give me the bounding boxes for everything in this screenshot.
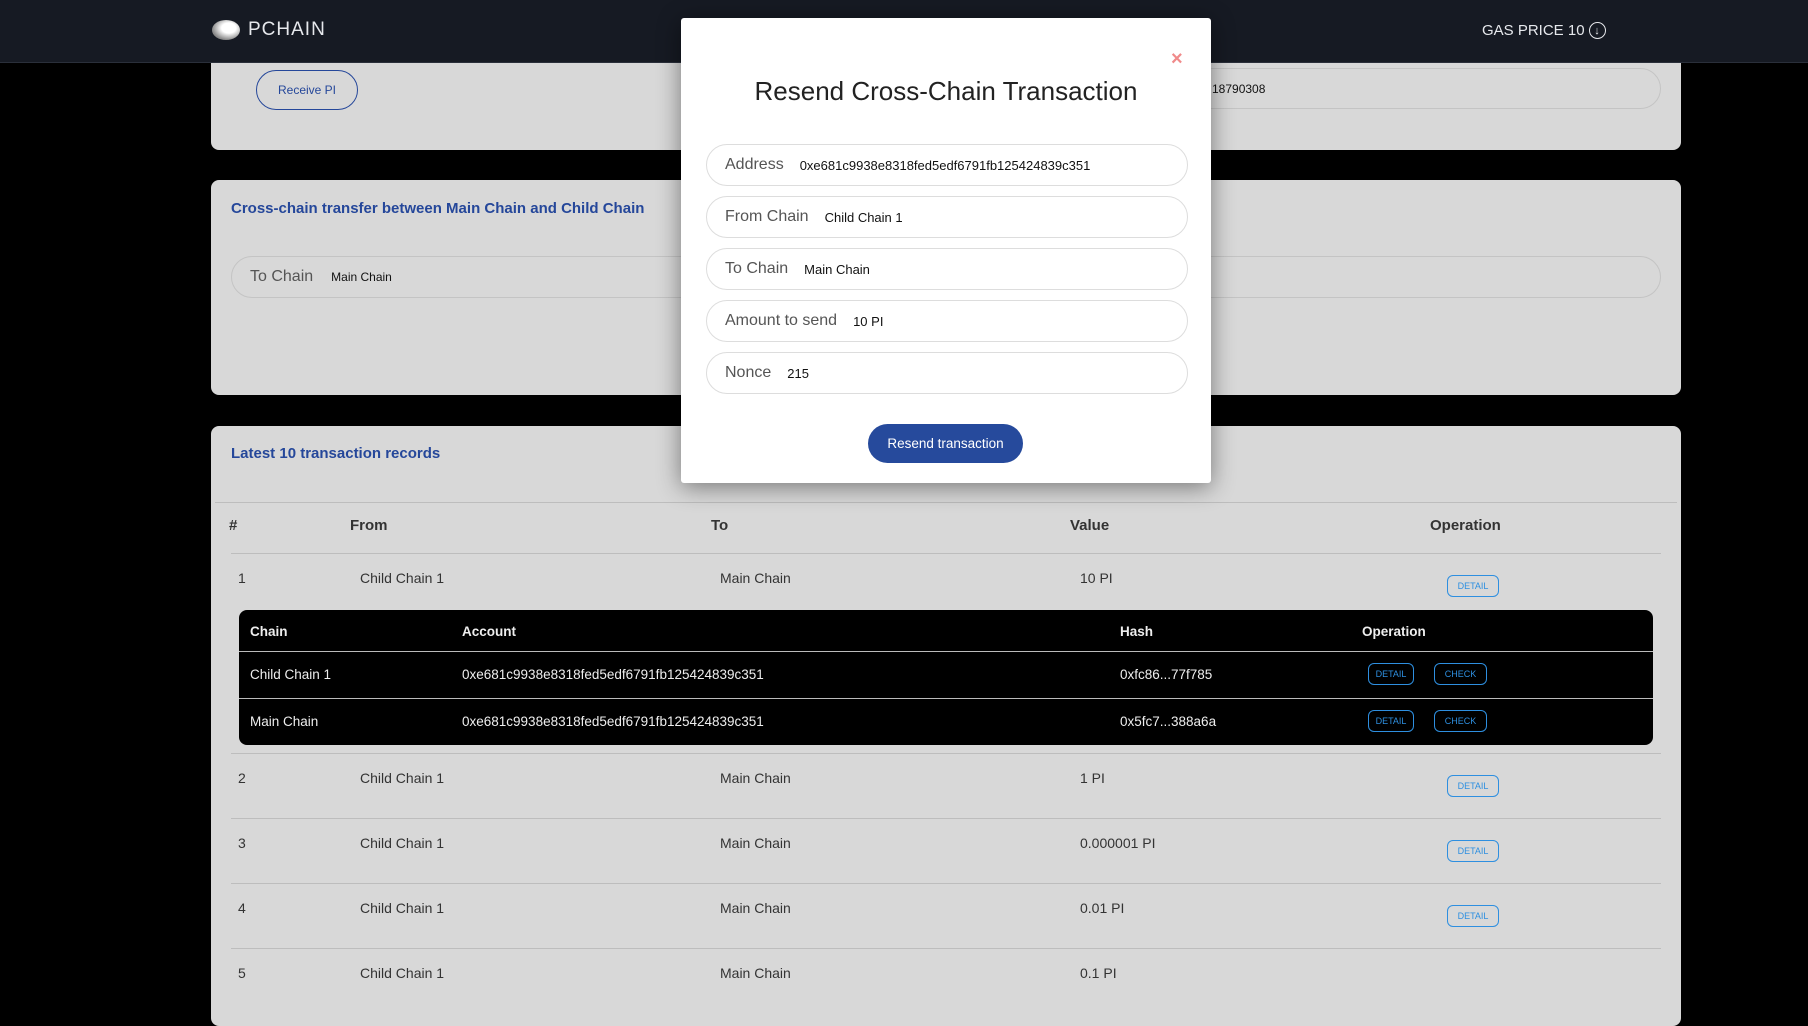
field-label: Address (725, 156, 784, 173)
records-card: Latest 10 transaction records # From To … (211, 426, 1681, 1026)
detail-subtable: Chain Account Hash Operation Child Chain… (239, 610, 1653, 745)
divider (231, 948, 1661, 949)
row-number: 2 (238, 770, 246, 786)
col-number: # (229, 517, 238, 534)
field-label: From Chain (725, 208, 809, 225)
nonce-field[interactable]: Nonce 215 (706, 352, 1188, 394)
gas-price-label: GAS PRICE 10 (1482, 22, 1585, 39)
row-number: 4 (238, 900, 246, 916)
resend-modal: × Resend Cross-Chain Transaction Address… (681, 18, 1211, 483)
sub-col-chain: Chain (250, 624, 288, 639)
detail-button[interactable]: DETAIL (1447, 775, 1499, 797)
to-chain-label: To Chain (250, 268, 314, 285)
sub-col-operation: Operation (1362, 624, 1426, 639)
address-field[interactable]: Address 0xe681c9938e8318fed5edf6791fb1254… (706, 144, 1188, 186)
gas-price[interactable]: GAS PRICE 10 ↓ (1482, 22, 1606, 39)
sub-hash[interactable]: 0x5fc7...388a6a (1120, 714, 1217, 729)
field-label: To Chain (725, 260, 789, 277)
divider (239, 651, 1653, 652)
row-value: 1 PI (1080, 770, 1105, 786)
row-to: Main Chain (720, 835, 791, 851)
row-to: Main Chain (720, 900, 791, 916)
arrow-down-circle-icon: ↓ (1588, 22, 1606, 39)
row-value: 0.01 PI (1080, 900, 1125, 916)
transfer-title: Cross-chain transfer between Main Chain … (231, 200, 645, 217)
field-value: 0xe681c9938e8318fed5edf6791fb125424839c3… (799, 157, 1091, 173)
sub-col-hash: Hash (1120, 624, 1154, 639)
col-from: From (350, 517, 388, 534)
sub-chain: Child Chain 1 (250, 667, 332, 682)
to-chain-value: Main Chain (331, 270, 392, 284)
field-value: 215 (787, 365, 809, 381)
sub-hash[interactable]: 0xfc86...77f785 (1120, 667, 1213, 682)
detail-button[interactable]: DETAIL (1447, 905, 1499, 927)
brand-name: PCHAIN (248, 19, 326, 40)
divider (231, 818, 1661, 819)
row-from: Child Chain 1 (360, 965, 445, 981)
resend-transaction-button[interactable]: Resend transaction (868, 424, 1023, 463)
row-number: 1 (238, 570, 246, 586)
row-to: Main Chain (720, 570, 791, 586)
row-from: Child Chain 1 (360, 900, 445, 916)
field-value: Child Chain 1 (824, 209, 903, 225)
divider (231, 883, 1661, 884)
divider (231, 553, 1661, 554)
sub-detail-button[interactable]: DETAIL (1368, 710, 1414, 732)
row-from: Child Chain 1 (360, 835, 445, 851)
row-from: Child Chain 1 (360, 570, 445, 586)
modal-title: Resend Cross-Chain Transaction (754, 76, 1138, 106)
sub-account: 0xe681c9938e8318fed5edf6791fb125424839c3… (462, 714, 764, 729)
field-value: Main Chain (804, 261, 870, 277)
divider (231, 753, 1661, 754)
field-value: 10 PI (853, 313, 884, 329)
amount-field[interactable]: Amount to send 10 PI (706, 300, 1188, 342)
row-value: 0.1 PI (1080, 965, 1117, 981)
col-value: Value (1070, 517, 1110, 534)
sub-check-button[interactable]: CHECK (1434, 663, 1487, 685)
row-value: 0.000001 PI (1080, 835, 1156, 851)
divider (239, 698, 1653, 699)
sub-chain: Main Chain (250, 714, 319, 729)
sub-check-button[interactable]: CHECK (1434, 710, 1487, 732)
col-to: To (711, 517, 729, 534)
receive-pi-button[interactable]: Receive PI (256, 70, 358, 110)
from-chain-field[interactable]: From Chain Child Chain 1 (706, 196, 1188, 238)
detail-button[interactable]: DETAIL (1447, 575, 1499, 597)
row-to: Main Chain (720, 770, 791, 786)
field-label: Amount to send (725, 312, 838, 329)
row-number: 5 (238, 965, 246, 981)
pchain-logo-icon (212, 20, 240, 40)
brand-logo[interactable]: PCHAIN (212, 19, 326, 41)
records-title: Latest 10 transaction records (231, 445, 441, 462)
row-value: 10 PI (1080, 570, 1113, 586)
row-number: 3 (238, 835, 246, 851)
sub-detail-button[interactable]: DETAIL (1368, 663, 1414, 685)
detail-button[interactable]: DETAIL (1447, 840, 1499, 862)
divider (215, 502, 1677, 503)
row-to: Main Chain (720, 965, 791, 981)
address-value: 18790308 (1212, 81, 1266, 96)
col-operation: Operation (1430, 517, 1501, 534)
sub-account: 0xe681c9938e8318fed5edf6791fb125424839c3… (462, 667, 764, 682)
to-chain-field[interactable]: To Chain Main Chain (706, 248, 1188, 290)
field-label: Nonce (725, 364, 772, 381)
row-from: Child Chain 1 (360, 770, 445, 786)
sub-col-account: Account (462, 624, 516, 639)
close-icon[interactable]: × (1171, 48, 1183, 70)
